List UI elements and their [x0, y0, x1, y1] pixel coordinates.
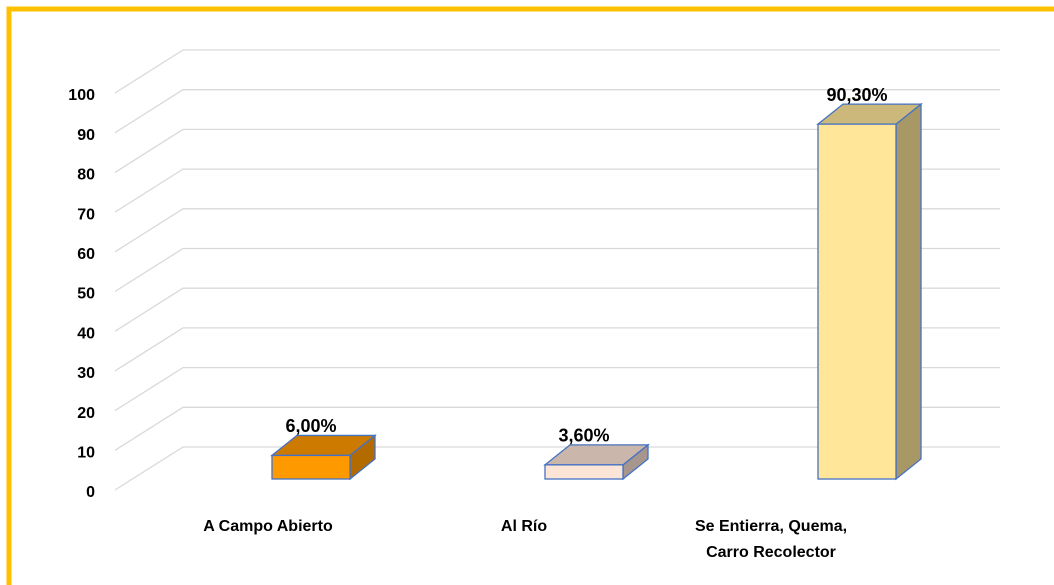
y-tick-label: 60 [77, 246, 95, 263]
y-tick-label: 30 [77, 365, 95, 382]
data-label: 3,60% [558, 426, 609, 446]
bar [271, 454, 351, 480]
data-label: 90,30% [826, 85, 887, 105]
data-label: 6,00% [285, 416, 336, 436]
y-tick-label: 20 [77, 405, 95, 422]
y-tick-label: 100 [68, 87, 95, 104]
grid-line [114, 406, 1000, 451]
y-tick-label: 70 [77, 206, 95, 223]
grid-line [114, 89, 1000, 134]
x-tick-label: A Campo Abierto [203, 518, 333, 535]
grid-line [114, 208, 1000, 253]
grid-line [114, 49, 1000, 94]
grid-line [114, 128, 1000, 173]
x-tick-label: Se Entierra, Quema, Carro Recolector [695, 518, 847, 561]
grid-line [114, 287, 1000, 332]
grid-line [114, 168, 1000, 213]
bar [817, 123, 897, 480]
y-tick-label: 90 [77, 127, 95, 144]
grid-line [114, 247, 1000, 293]
grid-line [114, 366, 1000, 412]
y-tick-label: 50 [77, 286, 95, 303]
bar [544, 464, 624, 480]
frame-border [6, 6, 1054, 585]
y-tick-label: 40 [77, 325, 95, 342]
grid-line [114, 327, 1000, 372]
y-tick-label: 80 [77, 167, 95, 184]
grid-line [114, 446, 1000, 491]
y-tick-label: 10 [77, 445, 95, 462]
bar-side [895, 102, 922, 481]
x-tick-label: Al Río [501, 518, 547, 535]
y-tick-label: 0 [86, 484, 95, 501]
